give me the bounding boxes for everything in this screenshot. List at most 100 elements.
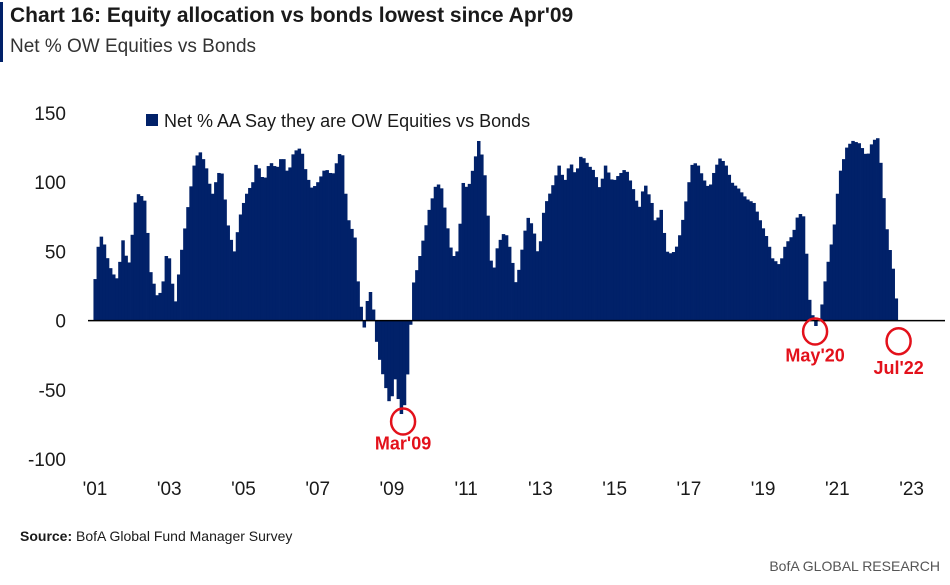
bar <box>538 241 543 321</box>
bar <box>226 225 230 321</box>
bar <box>718 158 722 321</box>
bar <box>600 178 605 321</box>
bar <box>390 320 394 397</box>
bar <box>715 164 719 321</box>
bar <box>866 153 871 321</box>
y-tick-label: 0 <box>55 312 66 333</box>
bar <box>625 171 629 321</box>
bar <box>378 320 382 360</box>
annotation-label: May'20 <box>785 346 844 366</box>
bar <box>789 237 793 321</box>
bar <box>823 281 827 321</box>
bar <box>851 140 855 321</box>
bar <box>696 165 701 321</box>
bar <box>186 207 190 321</box>
bar <box>139 196 144 321</box>
bar <box>350 228 354 321</box>
bar <box>442 207 447 321</box>
bar <box>631 189 636 321</box>
bar <box>523 230 527 321</box>
bar <box>118 261 122 321</box>
annotation-label: Mar'09 <box>375 433 431 453</box>
bar <box>115 278 119 321</box>
bar <box>124 255 128 321</box>
bar <box>640 191 645 321</box>
bar <box>260 177 264 321</box>
bar <box>291 154 295 321</box>
bar <box>798 214 803 321</box>
x-tick-label: '01 <box>83 479 108 500</box>
bar <box>795 217 800 321</box>
bar <box>712 172 716 321</box>
bar <box>204 168 209 321</box>
bar <box>189 186 193 321</box>
y-tick-label: -50 <box>39 381 66 402</box>
bar <box>334 163 339 321</box>
bar <box>331 173 336 321</box>
bar <box>882 198 886 321</box>
bar <box>439 188 444 321</box>
bar <box>653 220 657 321</box>
bar <box>176 274 181 321</box>
bar <box>606 172 611 321</box>
bar <box>721 160 725 321</box>
bar <box>594 177 599 321</box>
bar <box>708 184 713 321</box>
bar <box>557 165 561 321</box>
x-tick-label: '09 <box>380 479 405 500</box>
bar <box>551 185 555 321</box>
source-label: Source: <box>20 528 73 544</box>
bar <box>309 187 314 321</box>
bar <box>854 142 858 321</box>
bar <box>173 301 178 321</box>
bar <box>807 299 812 321</box>
bar <box>112 274 116 321</box>
bar <box>263 177 268 321</box>
bar <box>201 159 206 321</box>
bar <box>582 158 586 321</box>
bar <box>393 320 397 380</box>
bar <box>452 256 456 321</box>
bar <box>294 150 299 321</box>
bar <box>288 167 292 321</box>
bar <box>572 172 577 321</box>
bar <box>863 153 868 321</box>
bar <box>770 258 775 321</box>
bar <box>313 186 317 321</box>
bar <box>198 152 203 321</box>
annotation-circle <box>885 326 912 356</box>
bar <box>136 194 141 321</box>
bar <box>467 183 472 321</box>
chart-title: Chart 16: Equity allocation vs bonds low… <box>10 4 574 27</box>
bar <box>730 182 735 321</box>
bar <box>241 202 246 321</box>
bar <box>736 188 741 321</box>
bar <box>724 165 728 321</box>
bar <box>245 193 249 321</box>
bar <box>563 179 568 321</box>
bar <box>575 168 580 321</box>
bar <box>693 163 698 321</box>
bar <box>371 309 376 321</box>
bar <box>801 216 806 321</box>
bar <box>248 187 252 321</box>
bar <box>644 185 648 321</box>
bar <box>526 217 530 321</box>
bar <box>869 144 874 321</box>
bar <box>297 148 302 321</box>
bar <box>272 166 277 321</box>
bar <box>690 164 694 321</box>
bar <box>535 251 540 321</box>
bar <box>872 139 877 321</box>
bar <box>427 209 432 321</box>
bar <box>220 173 224 321</box>
bar <box>180 249 184 321</box>
bar <box>127 262 131 321</box>
legend: Net % AA Say they are OW Equities vs Bon… <box>146 111 530 131</box>
annotation-circle <box>389 407 417 436</box>
bar <box>777 264 781 321</box>
bar <box>446 228 450 321</box>
bar <box>860 148 865 321</box>
bar <box>650 202 654 321</box>
